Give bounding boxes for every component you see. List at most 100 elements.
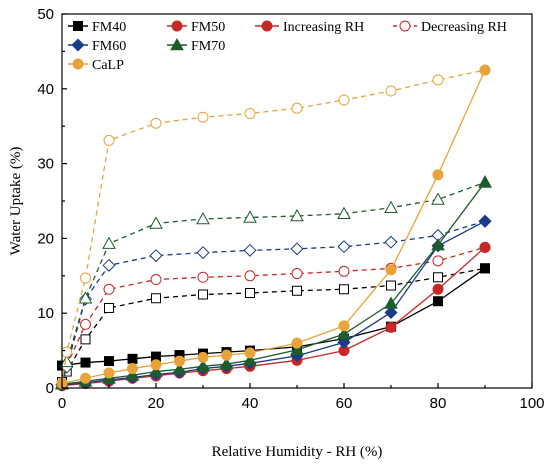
data-point-calp-increasing: [432, 169, 444, 181]
data-point-calp-increasing: [244, 347, 256, 359]
x-axis-title: Relative Humidity - RH (%): [212, 444, 383, 460]
y-tick-label: 40: [37, 81, 54, 98]
data-point-fm70-decreasing: [431, 192, 445, 205]
legend-item-fm50: FM50: [167, 20, 225, 35]
x-tick-label: 100: [519, 395, 544, 412]
data-point-calp-increasing: [385, 264, 397, 276]
data-point-fm40-decreasing: [386, 280, 396, 291]
data-point-fm70-decreasing: [243, 210, 257, 223]
data-point-fm40-decreasing: [339, 284, 349, 295]
data-point-fm40-decreasing: [433, 272, 443, 283]
data-point-fm40-decreasing: [80, 334, 91, 345]
data-point-fm50-decreasing: [103, 283, 115, 295]
data-point-calp-decreasing: [80, 272, 91, 284]
data-point-calp-decreasing: [291, 102, 303, 114]
legend-item-fm60: FM60: [68, 38, 126, 54]
data-point-fm70-increasing: [125, 368, 140, 381]
x-tick-label: 20: [148, 395, 165, 412]
data-point-calp-decreasing: [338, 94, 350, 106]
data-point-calp-increasing: [221, 349, 232, 361]
data-point-calp-increasing: [197, 351, 209, 363]
data-point-fm70-decreasing: [102, 236, 116, 249]
series-fm40: [57, 263, 490, 388]
data-point-fm60-decreasing: [290, 242, 304, 256]
y-axis-title: Water Uptake (%): [8, 147, 24, 256]
data-point-fm70-increasing: [196, 359, 210, 372]
data-point-fm70-increasing: [219, 357, 234, 370]
axes: 0 20 40 60 80 100 0 10 20 30 40 50: [37, 6, 544, 412]
data-point-fm40-increasing: [80, 357, 91, 368]
legend-marker: [73, 21, 83, 31]
legend-item-fm40: FM40: [68, 20, 126, 35]
data-point-fm60-decreasing: [243, 243, 257, 257]
data-point-calp-decreasing: [385, 85, 397, 97]
data-point-calp-decreasing: [197, 111, 209, 123]
data-point-calp-decreasing: [432, 74, 444, 86]
data-point-fm60-decreasing: [149, 249, 163, 263]
series-line-fm70-decreasing: [61, 181, 486, 384]
y-tick-label: 50: [37, 6, 54, 23]
data-point-fm70-increasing: [149, 364, 163, 377]
data-point-fm50-decreasing: [150, 274, 162, 286]
data-point-calp-increasing: [150, 359, 162, 371]
data-point-fm50-decreasing: [432, 255, 444, 267]
plot-frame: [61, 13, 533, 389]
data-point-fm70-increasing: [431, 238, 445, 251]
series-line-calp-decreasing: [61, 69, 486, 383]
data-point-fm40-increasing: [433, 296, 443, 307]
y-tick-label: 10: [37, 305, 54, 322]
data-point-fm70-decreasing: [78, 291, 93, 304]
data-point-fm50-decreasing: [291, 268, 303, 280]
series-line-fm40-increasing: [61, 267, 486, 367]
x-tick-label: 0: [58, 395, 66, 412]
legend: FM40 FM50 FM60 FM70 CaLP Increasing RH Decreas…: [68, 20, 507, 73]
y-tick-label: 0: [46, 380, 54, 397]
data-point-fm40-decreasing: [292, 285, 302, 296]
legend-marker: [399, 20, 411, 32]
data-point-fm40-increasing: [104, 356, 114, 367]
data-point-fm70-decreasing: [59, 354, 74, 368]
data-point-fm70-increasing: [172, 362, 187, 375]
series-calp: [56, 64, 491, 390]
data-point-fm70-increasing: [337, 327, 351, 340]
legend-label: FM50: [191, 20, 225, 35]
data-point-fm70-decreasing: [149, 216, 163, 229]
legend-marker: [71, 38, 85, 52]
data-point-fm70-increasing: [384, 296, 398, 309]
data-point-calp-increasing: [291, 337, 303, 349]
data-point-fm60-decreasing: [102, 258, 116, 272]
data-point-fm70-increasing: [478, 175, 492, 188]
data-point-fm40-decreasing: [198, 289, 208, 300]
data-point-fm40-decreasing: [245, 288, 255, 299]
series-line-fm40-decreasing: [61, 267, 486, 383]
x-tick-label: 60: [336, 395, 353, 412]
data-point-fm70-decreasing: [337, 206, 351, 220]
data-point-calp-decreasing: [61, 346, 73, 358]
data-point-calp-increasing: [127, 363, 138, 375]
series-fm60: [55, 214, 492, 392]
data-point-fm70-increasing: [290, 342, 304, 356]
legend-item-decreasing-rh: Decreasing RH: [393, 20, 507, 35]
legend-marker: [261, 20, 273, 32]
data-point-fm50-decreasing: [338, 265, 350, 277]
legend-label: FM60: [92, 39, 126, 54]
data-point-calp-increasing: [338, 320, 350, 332]
data-point-fm40-increasing: [127, 353, 138, 364]
legend-label: CaLP: [92, 58, 124, 73]
data-point-calp-increasing: [479, 64, 491, 76]
legend-label: FM40: [92, 20, 126, 35]
data-point-fm70-decreasing: [196, 211, 210, 225]
data-point-fm60-increasing: [384, 305, 398, 319]
legend-item-calp: CaLP: [68, 58, 124, 73]
legend-marker: [171, 20, 183, 32]
legend-label: FM70: [191, 39, 225, 54]
data-point-fm60-decreasing: [337, 240, 351, 254]
data-point-fm70-decreasing: [290, 208, 304, 222]
data-point-calp-increasing: [103, 367, 115, 379]
legend-label: Increasing RH: [283, 20, 364, 35]
data-point-fm50-decreasing: [80, 318, 91, 330]
data-point-calp-decreasing: [150, 117, 162, 129]
legend-marker: [170, 37, 184, 51]
data-point-fm50-decreasing: [244, 270, 256, 282]
